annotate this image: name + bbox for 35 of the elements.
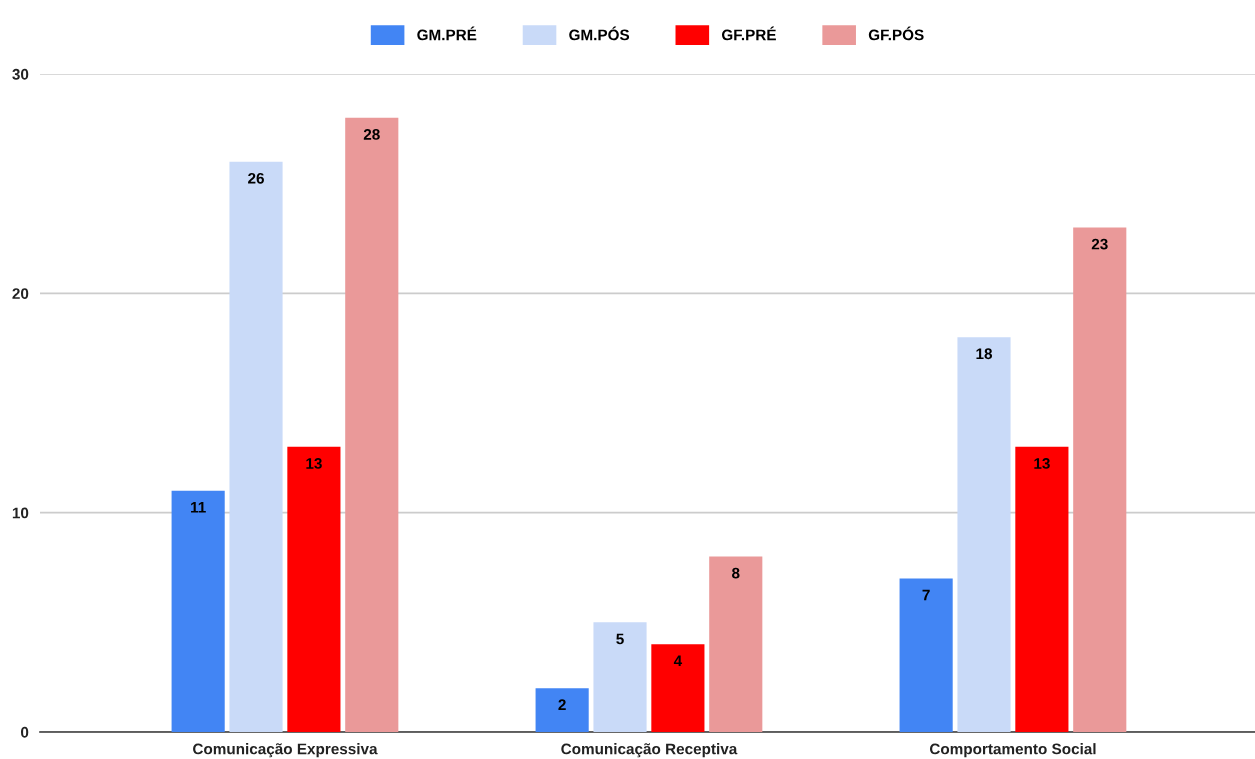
bar: [651, 644, 705, 732]
bar: [171, 490, 225, 732]
data-label: 8: [732, 567, 740, 579]
data-label: 23: [1091, 238, 1108, 250]
data-label: 5: [616, 633, 624, 645]
data-label: 13: [306, 458, 322, 469]
data-label: 4: [673, 655, 683, 667]
data-label: 28: [363, 129, 380, 140]
x-tick-label: Comunicação Receptiva: [561, 743, 738, 758]
legend-label: GF.PRÉ: [721, 26, 776, 41]
bar: [957, 337, 1011, 732]
y-tick-label: 30: [12, 68, 29, 80]
bar: [535, 688, 589, 732]
legend-label: GF.PÓS: [868, 26, 924, 41]
data-label: 26: [248, 172, 264, 184]
bar: [1015, 446, 1069, 732]
data-label: 2: [558, 699, 566, 710]
bar: [899, 578, 953, 732]
bar: [229, 161, 283, 732]
bar: [709, 556, 763, 732]
data-label: 18: [976, 348, 993, 360]
x-tick-label: Comportamento Social: [929, 743, 1096, 758]
bar: [287, 446, 341, 732]
data-label: 11: [191, 502, 206, 513]
data-label: 13: [1034, 458, 1050, 469]
legend-label: GM.PÓS: [569, 26, 630, 41]
x-tick-label: Comunicação Expressiva: [193, 743, 378, 758]
bar: [1073, 227, 1127, 732]
bar: [345, 117, 399, 732]
y-tick-label: 10: [12, 507, 29, 519]
bar: [593, 622, 647, 732]
data-label: 7: [922, 589, 930, 601]
legend-label: GM.PRÉ: [417, 26, 477, 41]
y-tick-label: 20: [12, 288, 29, 300]
y-tick-label: 0: [21, 726, 29, 738]
